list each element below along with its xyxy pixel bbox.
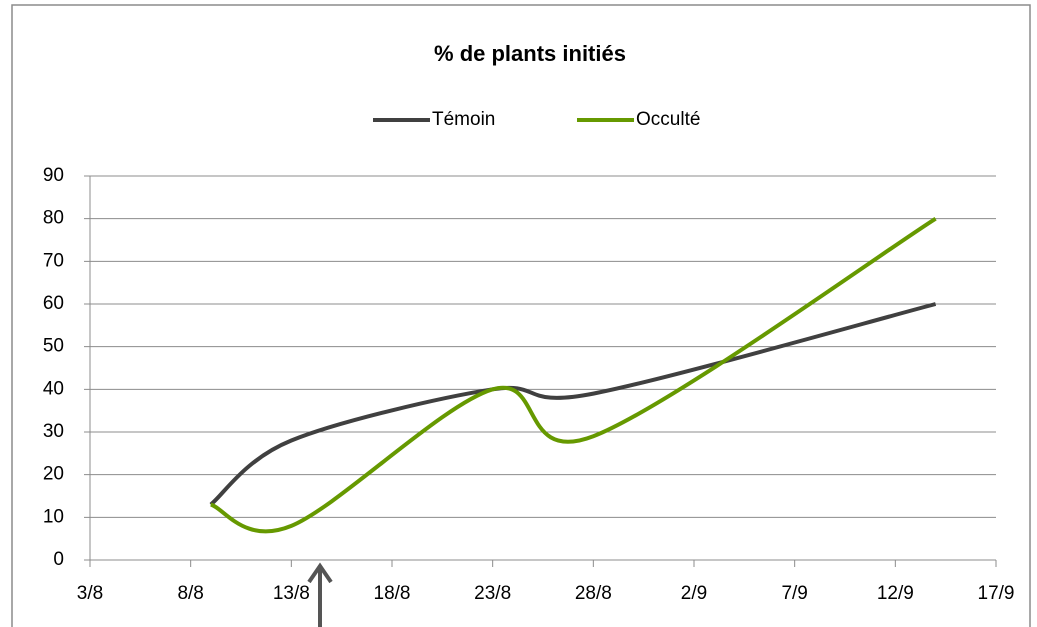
y-tick-label: 10 <box>43 506 64 527</box>
series-line <box>210 216 937 534</box>
y-tick-label: 20 <box>43 464 64 485</box>
y-tick-label: 80 <box>43 208 64 229</box>
chart-title: % de plants initiés <box>434 41 626 66</box>
x-tick-label: 3/8 <box>77 583 103 604</box>
y-tick-label: 70 <box>43 250 64 271</box>
x-tick-label: 13/8 <box>273 583 310 604</box>
chart-frame <box>11 4 1031 627</box>
x-tick-label: 12/9 <box>877 583 914 604</box>
x-tick-label: 17/9 <box>978 583 1015 604</box>
x-tick-label: 7/9 <box>781 583 807 604</box>
legend-label: Occulté <box>636 109 700 130</box>
x-tick-label: 2/9 <box>681 583 707 604</box>
y-tick-label: 90 <box>43 165 64 186</box>
x-tick-label: 18/8 <box>374 583 411 604</box>
x-tick-label: 23/8 <box>474 583 511 604</box>
y-tick-label: 60 <box>43 293 64 314</box>
legend-label: Témoin <box>432 109 495 130</box>
y-tick-label: 50 <box>43 336 64 357</box>
x-tick-label: 28/8 <box>575 583 612 604</box>
y-tick-label: 40 <box>43 378 64 399</box>
arrow-head <box>307 562 333 584</box>
y-tick-label: 0 <box>53 549 64 570</box>
y-tick-label: 30 <box>43 421 64 442</box>
x-tick-label: 8/8 <box>177 583 203 604</box>
